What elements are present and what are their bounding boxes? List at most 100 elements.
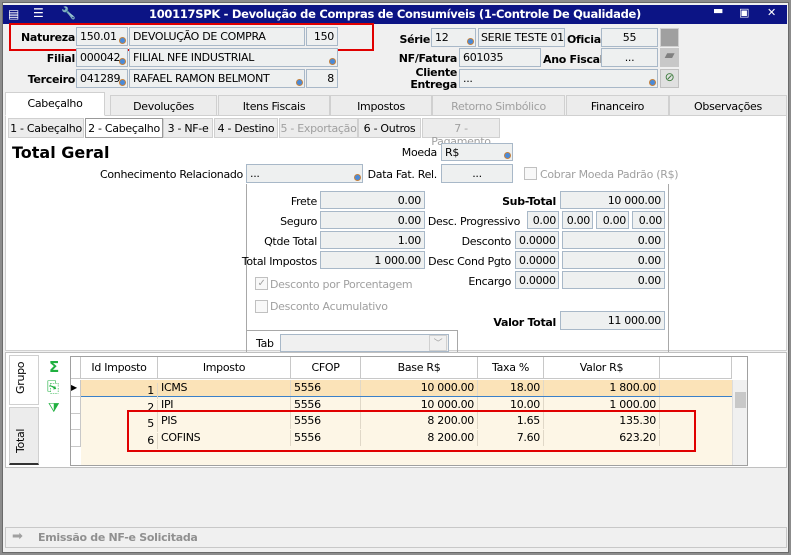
map-icon[interactable]: ▰ — [660, 48, 679, 67]
tab-select[interactable] — [280, 334, 449, 352]
tab-devolu-es[interactable]: Devoluções — [110, 95, 217, 117]
desc-progressivo-label: Desc. Progressivo — [427, 215, 520, 228]
close-button[interactable]: ✕ — [767, 6, 776, 19]
side-tab-total-label: Total — [14, 428, 27, 453]
frete-field[interactable]: 0.00 — [320, 191, 425, 209]
subtab-1[interactable]: 1 - Cabeçalho — [8, 118, 84, 138]
row-indicator[interactable] — [71, 429, 81, 447]
natureza-desc-field[interactable]: DEVOLUÇÃO DE COMPRA — [129, 27, 305, 46]
desc-progressivo-3[interactable]: 0.00 — [596, 211, 629, 229]
column-header[interactable]: Taxa % — [478, 357, 544, 379]
terceiro-code-field[interactable]: 041289 — [76, 69, 128, 88]
cobrar-moeda-checkbox[interactable] — [524, 167, 537, 180]
subtab-3[interactable]: 3 - NF-e — [163, 118, 213, 138]
column-header[interactable]: Id Imposto — [81, 357, 158, 379]
moeda-field[interactable]: R$ — [441, 143, 513, 161]
subtab-6[interactable]: 6 - Outros — [358, 118, 421, 138]
traffic-light-icon[interactable]: ☰ — [33, 6, 44, 20]
tab-observa-es[interactable]: Observações — [669, 95, 787, 117]
data-fat-rel-field[interactable]: ... — [441, 164, 513, 183]
encargo-pct-field[interactable]: 0.0000 — [515, 271, 559, 289]
table-cell: 6 — [81, 432, 158, 449]
desconto-porcentagem-label: Desconto por Porcentagem — [270, 278, 413, 291]
side-tab-grupo[interactable]: Grupo — [9, 355, 39, 405]
natureza-label: Natureza — [20, 31, 75, 44]
desconto-acumulativo-checkbox[interactable] — [255, 300, 268, 313]
column-header[interactable]: Imposto — [158, 357, 291, 379]
desconto-label: Desconto — [461, 235, 512, 248]
table-cell: 10.00 — [478, 396, 544, 413]
desconto-pct-field[interactable]: 0.0000 — [515, 231, 559, 249]
desconto-value-field[interactable]: 0.00 — [562, 231, 665, 249]
ano-fiscal-field[interactable]: ... — [601, 48, 658, 67]
side-tab-grupo-label: Grupo — [14, 361, 27, 394]
filial-desc-field[interactable]: FILIAL NFE INDUSTRIAL — [129, 48, 338, 67]
column-header[interactable]: Valor R$ — [544, 357, 660, 379]
attachment-icon[interactable]: ⊘ — [660, 69, 679, 88]
encargo-value-field[interactable]: 0.00 — [562, 271, 665, 289]
subtab-4[interactable]: 4 - Destino — [214, 118, 278, 138]
table-cell: 135.30 — [544, 413, 660, 429]
total-impostos-field[interactable]: 1 000.00 — [320, 251, 425, 269]
cliente-entrega-field[interactable]: ... — [459, 69, 658, 88]
nf-fatura-field[interactable]: 601035 — [459, 48, 541, 67]
table-cell: COFINS — [158, 429, 291, 446]
row-indicator[interactable] — [71, 413, 81, 430]
desc-progressivo-4[interactable]: 0.00 — [632, 211, 665, 229]
chevron-down-icon[interactable]: ﹀ — [429, 335, 447, 351]
subtotal-field[interactable]: 10 000.00 — [560, 191, 665, 209]
page-title: Total Geral — [12, 143, 110, 162]
natureza-num-field[interactable]: 150 — [306, 27, 338, 46]
minimize-button[interactable]: ▬ — [713, 4, 724, 17]
tab-retorno-simb-lico[interactable]: Retorno Simbólico — [432, 95, 565, 117]
valor-total-field[interactable]: 11 000.00 — [560, 311, 665, 330]
column-header[interactable]: Base R$ — [361, 357, 478, 379]
desc-progressivo-2[interactable]: 0.00 — [562, 211, 593, 229]
vertical-scrollbar[interactable] — [732, 380, 747, 465]
tab-label: Tab — [256, 337, 274, 350]
row-indicator[interactable] — [71, 396, 81, 414]
serie-desc-field[interactable]: SERIE TESTE 01.1 — [478, 28, 565, 47]
filter-icon[interactable]: ⧩ — [48, 401, 60, 416]
total-impostos-label: Total Impostos — [241, 255, 317, 268]
subtab-7[interactable]: 7 - Pagamento — [422, 118, 500, 148]
tab-cabe-alho[interactable]: Cabeçalho — [5, 92, 105, 116]
qtde-total-field[interactable]: 1.00 — [320, 231, 425, 249]
subtab-2[interactable]: 2 - Cabeçalho — [85, 118, 163, 138]
status-text: Emissão de NF-e Solicitada — [38, 531, 198, 544]
desc-progressivo-1[interactable]: 0.00 — [527, 211, 559, 229]
export-icon[interactable]: ⎘ — [47, 378, 59, 396]
data-fat-rel-label: Data Fat. Rel. — [367, 168, 438, 181]
desconto-porcentagem-checkbox[interactable]: ✓ — [255, 277, 268, 290]
status-square-icon — [660, 28, 679, 47]
conhecimento-field[interactable]: ... — [246, 164, 363, 183]
desc-cond-pct-field[interactable]: 0.0000 — [515, 251, 559, 269]
serie-code-field[interactable]: 12 — [431, 28, 476, 47]
tab-financeiro[interactable]: Financeiro — [566, 95, 669, 117]
tab-impostos[interactable]: Impostos — [330, 95, 432, 117]
scroll-thumb[interactable] — [735, 392, 746, 408]
terceiro-num-field[interactable]: 8 — [306, 69, 338, 88]
row-indicator[interactable]: ▶ — [71, 380, 81, 397]
wrench-icon[interactable]: 🔧 — [61, 6, 76, 20]
table-cell: 5556 — [291, 396, 361, 413]
table-cell: 8 200.00 — [361, 413, 478, 429]
column-header[interactable]: CFOP — [291, 357, 361, 379]
table-cell: 1 000.00 — [544, 396, 660, 413]
filial-code-field[interactable]: 000042 — [76, 48, 128, 67]
natureza-code-field[interactable]: 150.01 — [76, 27, 128, 46]
table-cell: 1.65 — [478, 413, 544, 429]
tab-itens-fiscais[interactable]: Itens Fiscais — [218, 95, 330, 117]
seguro-field[interactable]: 0.00 — [320, 211, 425, 229]
oficial-field[interactable]: 55 — [601, 28, 658, 47]
subtab-5[interactable]: 5 - Exportação — [279, 118, 358, 138]
sigma-icon[interactable]: Σ — [49, 358, 59, 376]
side-tab-total[interactable]: Total — [9, 407, 39, 465]
table-cell: 1 800.00 — [544, 380, 660, 396]
maximize-button[interactable]: ▣ — [739, 6, 750, 19]
terceiro-desc-field[interactable]: RAFAEL RAMON BELMONT — [129, 69, 305, 88]
table-row[interactable] — [81, 380, 732, 397]
table-cell: 5556 — [291, 429, 361, 446]
desc-cond-value-field[interactable]: 0.00 — [562, 251, 665, 269]
menu-icon[interactable]: ▤ — [8, 7, 20, 21]
